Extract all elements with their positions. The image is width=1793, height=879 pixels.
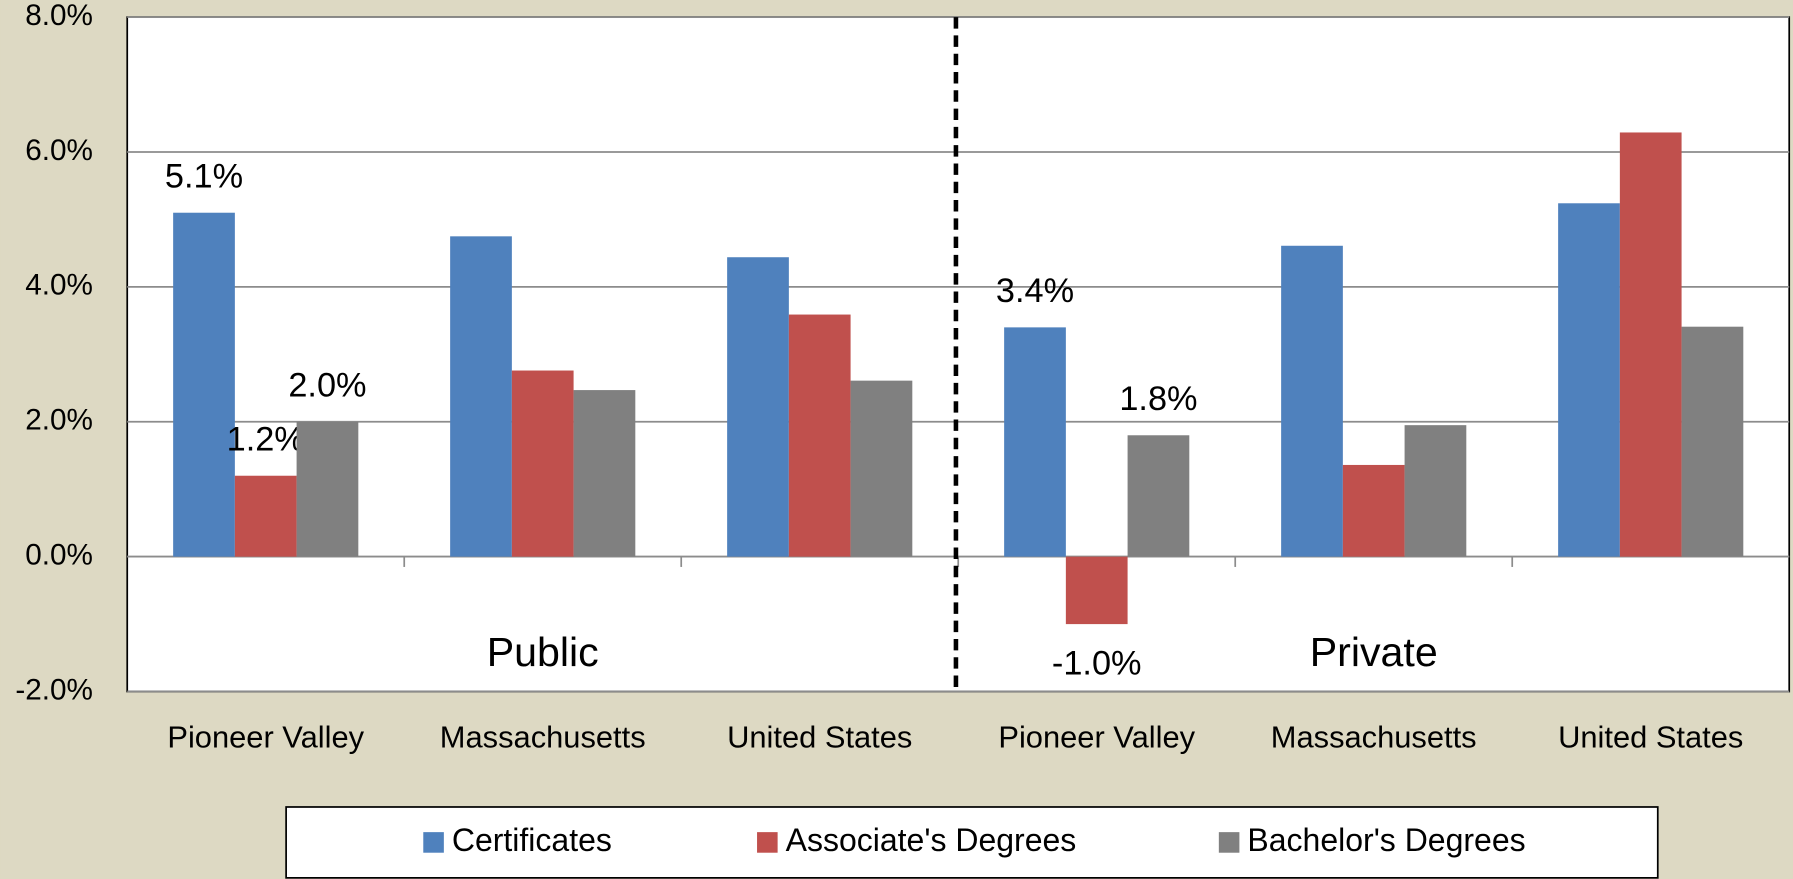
legend-swatch — [757, 832, 778, 853]
bar — [1127, 435, 1190, 557]
legend-label: Bachelor's Degrees — [1247, 822, 1525, 858]
bar — [1004, 327, 1066, 557]
bar — [727, 257, 789, 557]
y-tick-label: 8.0% — [25, 0, 93, 32]
data-label: 2.0% — [288, 367, 366, 405]
group-label: Private — [1310, 629, 1438, 675]
data-label: 1.2% — [227, 421, 305, 459]
bar — [1681, 326, 1744, 557]
bar — [450, 236, 512, 557]
bar — [173, 212, 235, 557]
bar — [788, 314, 851, 557]
y-tick-label: 2.0% — [25, 404, 93, 437]
bar — [1281, 245, 1343, 557]
y-tick-label: 4.0% — [25, 269, 93, 302]
bar — [850, 380, 913, 557]
x-tick-label: Pioneer Valley — [998, 720, 1195, 755]
x-tick-label: Massachusetts — [440, 720, 646, 755]
legend-box — [285, 806, 1659, 879]
grid: -2.0% 0.0% 2.0% 4.0% 6.0% 8.0% Pioneer Valley M… — [15, 0, 1790, 755]
data-label: -1.0% — [1052, 644, 1142, 682]
x-tick-label: United States — [1558, 720, 1743, 755]
bar — [573, 390, 636, 557]
y-tick-label: 0.0% — [25, 539, 93, 572]
x-tick-label: Massachusetts — [1271, 720, 1477, 755]
bar — [511, 370, 574, 557]
data-label: 3.4% — [996, 272, 1074, 310]
x-tick-label: Pioneer Valley — [167, 720, 364, 755]
y-tick-label: -2.0% — [15, 673, 93, 706]
bar — [1404, 425, 1467, 557]
bar — [1619, 132, 1682, 557]
x-tick-label: United States — [727, 720, 912, 755]
data-label: 5.1% — [165, 157, 243, 195]
data-label: 1.8% — [1119, 380, 1197, 418]
group-label: Public — [487, 629, 599, 675]
legend: Certificates Associate's Degrees Bachelor'… — [423, 822, 1526, 858]
legend-label: Associate's Degrees — [786, 822, 1077, 858]
legend-swatch — [423, 832, 444, 853]
legend-label: Certificates — [452, 822, 612, 858]
y-tick-label: 6.0% — [25, 134, 93, 167]
legend-swatch — [1218, 832, 1240, 853]
bar — [1342, 464, 1405, 557]
bar — [234, 475, 297, 557]
bar — [296, 421, 359, 557]
bar — [1065, 556, 1128, 625]
bar — [1558, 203, 1620, 557]
bars: 5.1% 1.2% 2.0% 3.4% -1.0% 1.8% — [165, 132, 1744, 682]
